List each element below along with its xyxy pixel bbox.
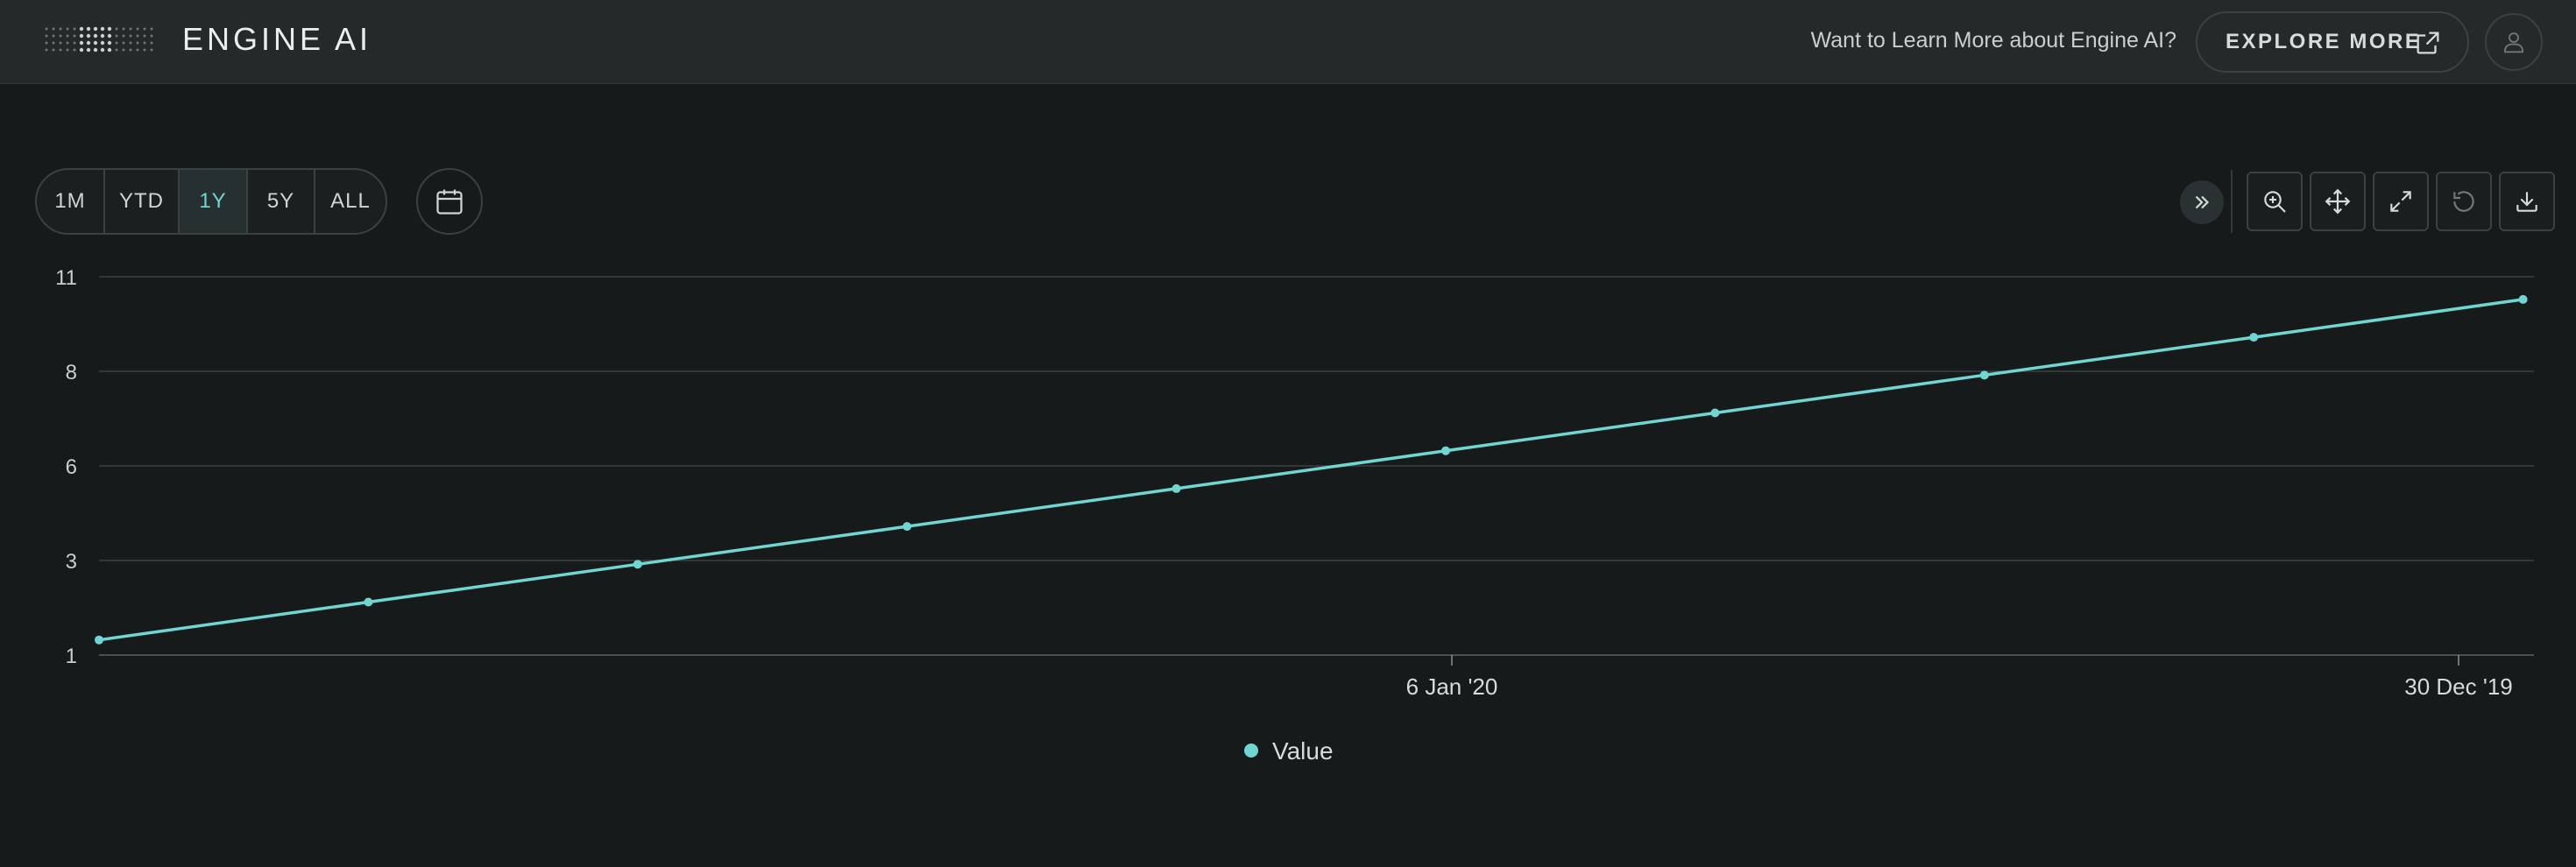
range-1y-button[interactable]: 1Y <box>180 170 248 233</box>
date-picker-button[interactable] <box>416 168 483 235</box>
reset-icon <box>2453 191 2474 212</box>
series-line-value <box>98 298 2523 642</box>
data-point[interactable] <box>2518 294 2528 304</box>
y-tick-label: 1 <box>66 645 77 668</box>
zoom-in-button[interactable] <box>2247 172 2303 231</box>
chart-legend[interactable]: Value <box>1244 737 1334 765</box>
y-axis: 11 8 6 3 1 <box>55 266 77 668</box>
data-point[interactable] <box>95 635 103 645</box>
data-point[interactable] <box>633 560 642 569</box>
series-points <box>95 294 2528 645</box>
x-tick-label: 6 Jan '20 <box>1406 673 1498 700</box>
download-icon <box>2516 192 2537 212</box>
y-tick-label: 6 <box>66 455 77 479</box>
x-tick-label: 30 Dec '19 <box>2404 673 2513 700</box>
expand-icon <box>2390 191 2411 212</box>
logo-icon <box>45 26 153 53</box>
line-chart[interactable]: 11 8 6 3 1 6 Jan '20 30 Dec '19 Value <box>0 254 2576 779</box>
collapse-toolbar-button[interactable] <box>2180 180 2224 224</box>
range-ytd-button[interactable]: YTD <box>105 170 180 233</box>
user-avatar-button[interactable] <box>2485 13 2543 71</box>
data-point[interactable] <box>1979 370 1989 380</box>
double-chevron-right-icon <box>2195 195 2210 209</box>
range-5y-button[interactable]: 5Y <box>248 170 315 233</box>
zoom-in-icon <box>2264 191 2286 213</box>
data-point[interactable] <box>902 522 912 532</box>
range-selector: 1M YTD 1Y 5Y ALL <box>35 168 387 235</box>
explore-more-button[interactable]: EXPLORE MORE <box>2196 11 2469 73</box>
learn-more-text: Want to Learn More about Engine AI? <box>1810 28 2176 53</box>
data-point[interactable] <box>1171 483 1181 493</box>
data-point[interactable] <box>2249 333 2259 342</box>
calendar-icon <box>436 189 463 215</box>
data-point[interactable] <box>364 597 373 607</box>
external-link-icon <box>2417 32 2439 54</box>
legend-label-value: Value <box>1272 737 1334 765</box>
data-point[interactable] <box>1710 408 1720 418</box>
reset-button[interactable] <box>2436 172 2492 231</box>
pan-button[interactable] <box>2310 172 2366 231</box>
toolbar-divider <box>2231 170 2233 233</box>
chart-grid <box>99 276 2534 656</box>
range-all-button[interactable]: ALL <box>330 189 371 213</box>
x-axis: 6 Jan '20 30 Dec '19 <box>1406 655 2513 700</box>
user-icon <box>2504 32 2523 53</box>
fullscreen-button[interactable] <box>2373 172 2429 231</box>
explore-more-label: EXPLORE MORE <box>2226 30 2422 53</box>
y-tick-label: 3 <box>66 550 77 574</box>
pan-icon <box>2325 188 2351 215</box>
top-bar: ENGINE AI Want to Learn More about Engin… <box>0 0 2576 84</box>
legend-marker-value <box>1244 744 1258 758</box>
y-tick-label: 11 <box>55 266 77 290</box>
brand-title: ENGINE AI <box>182 21 372 57</box>
y-tick-label: 8 <box>66 361 77 384</box>
data-point[interactable] <box>1441 446 1450 455</box>
download-button[interactable] <box>2499 172 2555 231</box>
range-1m-button[interactable]: 1M <box>37 170 105 233</box>
